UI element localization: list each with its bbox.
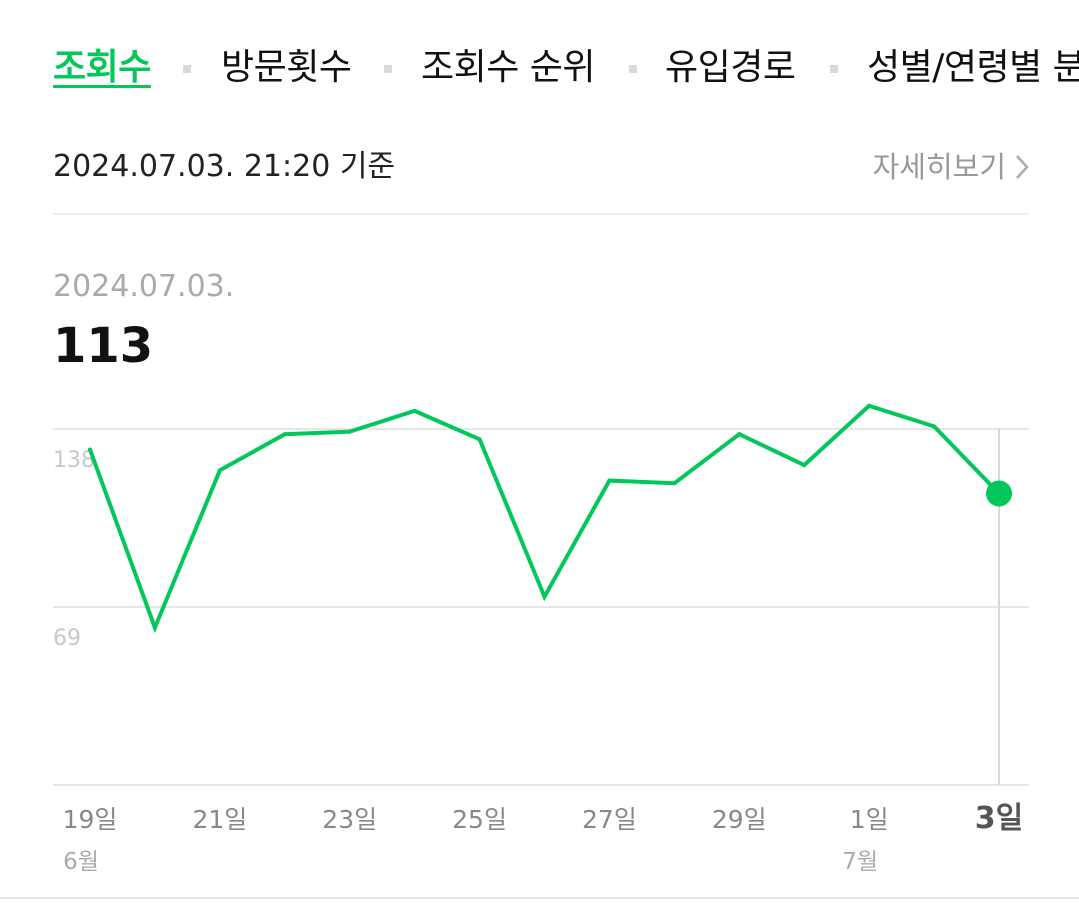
x-tick-label[interactable]: 21일 bbox=[192, 805, 247, 834]
selected-value: 113 bbox=[53, 318, 154, 374]
data-point[interactable] bbox=[867, 403, 872, 408]
chart-grid bbox=[53, 428, 1029, 786]
x-tick-label[interactable]: 29일 bbox=[712, 805, 767, 834]
data-point[interactable] bbox=[412, 408, 417, 413]
data-point[interactable] bbox=[737, 432, 742, 437]
data-point[interactable] bbox=[542, 594, 547, 599]
tab-views[interactable]: 조회수 bbox=[53, 47, 151, 88]
x-axis-ticks[interactable]: 19일 6월 21일 23일 25일 27일 29일 1일 7월 3일 bbox=[63, 801, 1024, 875]
x-tick-month-label: 6월 bbox=[63, 849, 99, 875]
tab-separator bbox=[384, 65, 392, 73]
data-point[interactable] bbox=[932, 424, 937, 429]
data-point[interactable] bbox=[88, 447, 92, 452]
x-tick-label[interactable]: 19일 bbox=[63, 805, 118, 834]
data-point[interactable] bbox=[477, 437, 482, 442]
chart-series-layer bbox=[88, 403, 1012, 634]
data-point[interactable] bbox=[802, 463, 807, 468]
data-point[interactable] bbox=[672, 481, 677, 486]
tab-views-ranking[interactable]: 조회수 순위 bbox=[421, 47, 596, 88]
bottom-divider bbox=[0, 897, 1079, 899]
data-point[interactable] bbox=[152, 625, 157, 630]
data-point[interactable] bbox=[217, 468, 222, 473]
x-tick-label[interactable]: 1일 bbox=[850, 805, 889, 834]
views-line-chart: 138 69 19일 6월 21일 23일 25일 27일 29일 1일 7월 3일 bbox=[53, 403, 1029, 875]
tab-gender-age[interactable]: 성별/연령별 분 bbox=[867, 47, 1079, 88]
tab-separator bbox=[183, 65, 191, 73]
tab-inflow-path[interactable]: 유입경로 bbox=[665, 47, 796, 88]
y-tick-label: 69 bbox=[53, 626, 81, 651]
tab-visits[interactable]: 방문횟수 bbox=[221, 47, 352, 88]
divider bbox=[53, 213, 1029, 215]
selected-date: 2024.07.03. bbox=[53, 269, 235, 304]
detail-link-label: 자세히보기 bbox=[872, 150, 1006, 184]
x-tick-label[interactable]: 23일 bbox=[322, 805, 377, 834]
data-point[interactable] bbox=[347, 429, 352, 434]
tab-bar: 조회수 방문횟수 조회수 순위 유입경로 성별/연령별 분 bbox=[0, 38, 1079, 102]
y-axis-ticks: 138 69 bbox=[53, 448, 95, 651]
chevron-right-icon bbox=[1016, 155, 1029, 179]
data-point[interactable] bbox=[282, 432, 287, 437]
x-tick-month-label: 7월 bbox=[842, 849, 878, 875]
series-line bbox=[88, 403, 1001, 634]
detail-link[interactable]: 자세히보기 bbox=[873, 148, 1030, 186]
x-tick-label[interactable]: 27일 bbox=[582, 805, 637, 834]
y-tick-label: 138 bbox=[53, 448, 95, 473]
x-tick-label[interactable]: 3일 bbox=[975, 801, 1023, 836]
data-point[interactable] bbox=[607, 478, 612, 483]
tab-separator bbox=[830, 65, 838, 73]
basis-timestamp: 2024.07.03. 21:20 기준 bbox=[53, 149, 396, 184]
tab-separator bbox=[629, 65, 637, 73]
selected-data-point[interactable] bbox=[986, 480, 1012, 507]
x-tick-label[interactable]: 25일 bbox=[452, 805, 507, 834]
